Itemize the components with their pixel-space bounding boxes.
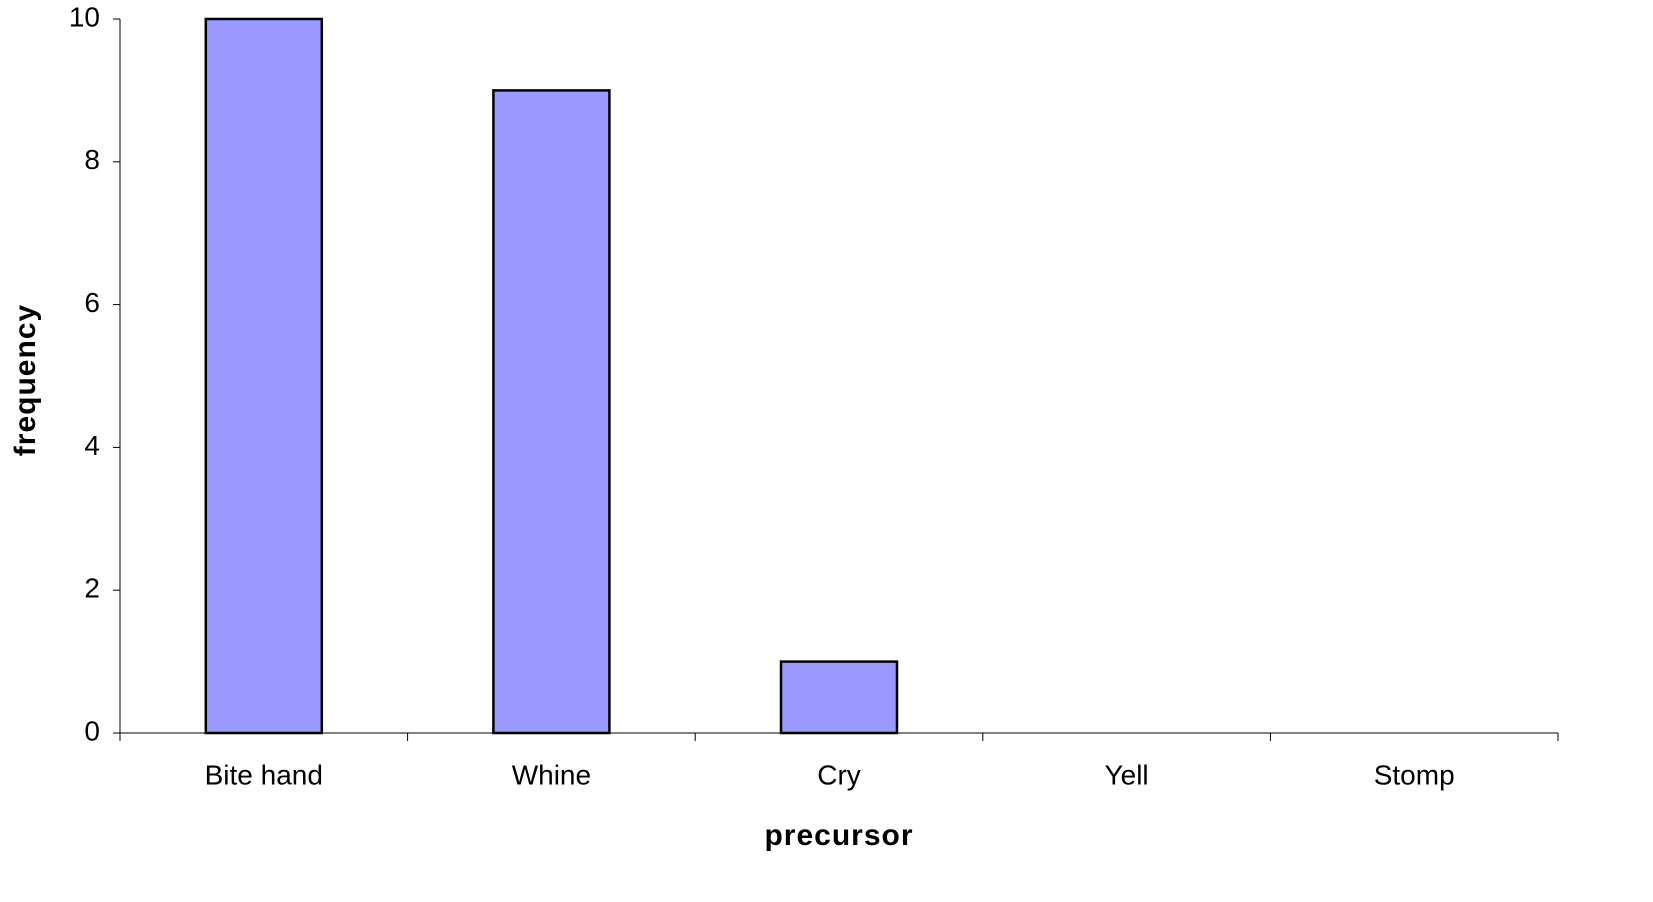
- y-tick-label: 0: [84, 715, 100, 746]
- y-tick-label: 8: [84, 144, 100, 175]
- bar: [492, 89, 611, 735]
- y-tick-label: 6: [84, 287, 100, 318]
- bar: [779, 660, 899, 735]
- y-axis-title: frequency: [9, 304, 42, 456]
- x-tick-label: Cry: [817, 759, 861, 790]
- y-tick-label: 4: [84, 430, 100, 461]
- x-tick-label: Stomp: [1374, 759, 1455, 790]
- y-tick-label: 2: [84, 573, 100, 604]
- bar: [204, 17, 324, 735]
- x-tick-label: Yell: [1105, 759, 1149, 790]
- y-tick-label: 10: [69, 1, 100, 32]
- x-tick-label: Bite hand: [205, 759, 323, 790]
- x-axis-title: precursor: [764, 819, 913, 852]
- x-tick-label: Whine: [512, 759, 591, 790]
